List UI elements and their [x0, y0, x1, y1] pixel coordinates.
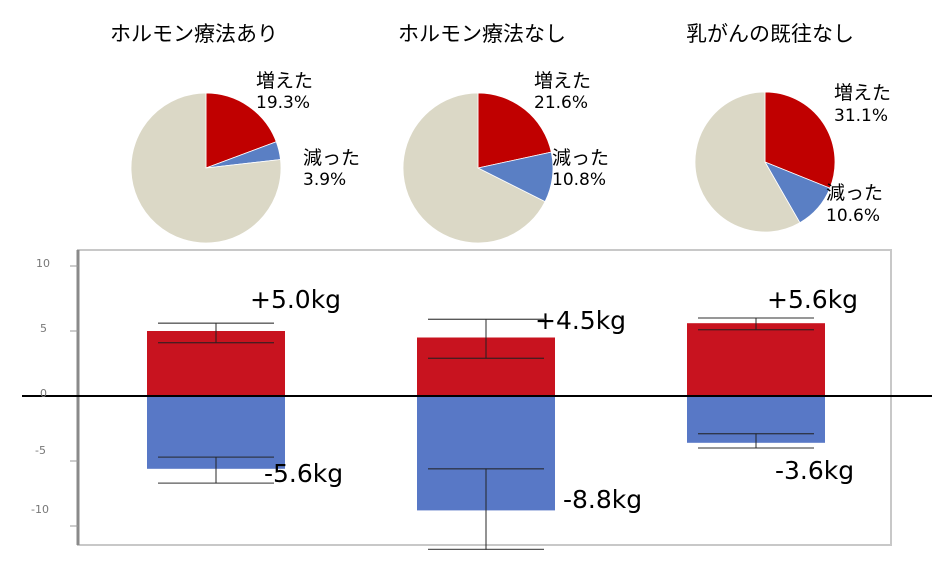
pie1-slice-remainder [130, 92, 282, 244]
bar3-positive-label: +5.6kg [767, 285, 859, 314]
bar-positive-3 [687, 323, 825, 396]
pie3-decrease-label: 減った [826, 182, 884, 204]
y-tick-label: 5 [40, 322, 47, 335]
pie2-increase-value: 21.6% [534, 93, 589, 113]
y-tick-label: -5 [35, 444, 46, 457]
pie3-increase-value: 31.1% [834, 106, 889, 126]
pie2-decrease-label: 減った [552, 147, 610, 169]
pie1-decrease-label: 減った [303, 147, 361, 169]
pie2-slice-increase [477, 92, 552, 169]
bar1-positive-label: +5.0kg [250, 285, 342, 314]
pie1-increase-value: 19.3% [256, 93, 311, 113]
pie-title-3: 乳がんの既往なし [686, 22, 854, 46]
pie3-slice-increase [764, 91, 836, 189]
pie3-slice-remainder [694, 91, 801, 233]
y-tick-label: -10 [31, 503, 49, 516]
pie2-decrease-value: 10.8% [552, 170, 607, 190]
pie2-increase-label: 増えた [534, 70, 592, 92]
bar1-negative-label: -5.6kg [264, 459, 344, 488]
bar2-positive-label: +4.5kg [535, 306, 627, 335]
pie2-slice-remainder [402, 92, 546, 244]
pie3-increase-label: 増えた [834, 82, 892, 104]
bar3-negative-label: -3.6kg [775, 456, 855, 485]
pie1-decrease-value: 3.9% [303, 170, 347, 190]
pie1-slice-increase [205, 92, 277, 169]
pie-title-2: ホルモン療法なし [398, 22, 566, 46]
y-tick-label: 0 [40, 387, 47, 400]
pie1-increase-label: 増えた [256, 70, 314, 92]
pie3-decrease-value: 10.6% [826, 206, 881, 226]
pie-title-1: ホルモン療法あり [110, 22, 278, 46]
bar2-negative-label: -8.8kg [563, 485, 643, 514]
y-tick-label: 10 [36, 257, 50, 270]
